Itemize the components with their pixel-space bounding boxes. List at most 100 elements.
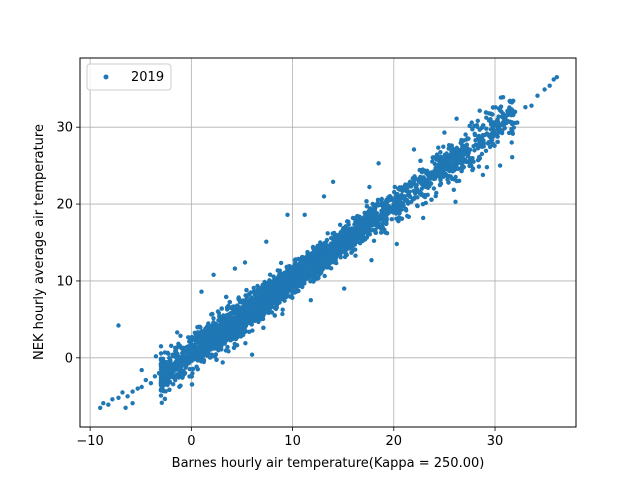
data-point <box>222 335 227 341</box>
data-point <box>510 110 516 115</box>
data-point <box>488 122 494 127</box>
data-point <box>106 402 111 407</box>
data-point <box>266 309 272 314</box>
grid-lines <box>80 58 576 427</box>
data-point <box>424 171 429 176</box>
data-point <box>418 158 423 163</box>
data-point <box>353 215 359 220</box>
data-point <box>273 285 279 290</box>
data-point <box>381 201 386 206</box>
data-point <box>380 221 385 226</box>
data-point <box>179 373 184 378</box>
data-point <box>316 275 321 281</box>
data-point <box>452 164 458 169</box>
data-point <box>244 287 249 293</box>
data-point <box>438 154 443 160</box>
data-point <box>170 369 176 374</box>
data-point <box>205 344 210 349</box>
data-point <box>490 134 496 139</box>
data-point <box>163 375 169 380</box>
data-point <box>303 276 309 282</box>
data-point <box>458 140 463 146</box>
data-point <box>266 286 271 292</box>
data-point <box>158 393 164 398</box>
data-point <box>243 341 248 346</box>
data-point <box>477 144 483 149</box>
data-point <box>391 197 396 202</box>
data-point <box>238 334 244 339</box>
data-point <box>310 256 315 261</box>
data-point <box>316 245 322 251</box>
data-point <box>350 243 356 248</box>
x-tick-label: 10 <box>284 434 301 449</box>
data-point <box>453 174 458 180</box>
data-point <box>337 222 343 227</box>
data-point <box>497 108 503 113</box>
data-point <box>422 194 428 200</box>
data-point <box>274 305 279 310</box>
data-point <box>554 75 559 80</box>
data-point <box>298 266 303 271</box>
data-point <box>202 339 208 344</box>
data-point <box>392 189 397 195</box>
data-point <box>426 174 432 179</box>
data-point <box>470 167 475 173</box>
data-point <box>241 303 246 308</box>
data-point <box>264 299 269 304</box>
data-point <box>258 297 263 302</box>
data-point <box>195 367 200 372</box>
data-point <box>270 280 275 286</box>
data-point <box>341 247 346 253</box>
data-point <box>509 107 514 112</box>
data-point <box>397 187 402 192</box>
data-point <box>475 118 480 124</box>
data-point <box>286 264 291 269</box>
data-point <box>186 360 191 366</box>
data-point <box>445 158 451 163</box>
data-point <box>405 213 410 219</box>
data-point <box>249 303 254 309</box>
data-point <box>348 231 353 236</box>
data-point <box>472 148 477 153</box>
x-tick-label: −10 <box>76 434 103 449</box>
data-point <box>385 199 390 204</box>
data-point <box>254 316 259 321</box>
data-point <box>120 390 125 395</box>
data-point <box>433 193 438 199</box>
data-point <box>169 343 174 348</box>
data-point <box>317 258 323 263</box>
data-point <box>242 260 248 265</box>
data-point <box>463 132 468 137</box>
data-point <box>116 323 121 328</box>
data-point <box>415 177 420 182</box>
data-point <box>167 360 172 365</box>
data-point <box>434 152 440 157</box>
data-point <box>191 357 197 362</box>
data-point <box>355 220 360 226</box>
data-point <box>551 77 556 82</box>
data-point <box>273 300 278 306</box>
data-point <box>437 169 442 174</box>
data-point <box>262 287 268 292</box>
data-point <box>459 151 464 156</box>
data-point <box>158 351 164 356</box>
data-point <box>225 334 230 340</box>
data-point <box>283 278 289 283</box>
data-point <box>411 196 416 202</box>
legend-box <box>86 63 172 91</box>
data-point <box>344 230 349 235</box>
data-point <box>239 312 244 318</box>
data-point <box>219 306 224 311</box>
data-point <box>372 218 377 223</box>
data-point <box>325 259 330 264</box>
data-point <box>471 144 476 149</box>
data-point <box>381 205 386 210</box>
data-point <box>189 352 194 358</box>
data-point <box>508 99 513 105</box>
data-point <box>438 181 444 186</box>
data-point <box>232 341 237 347</box>
legend: 2019 <box>86 63 172 91</box>
data-point <box>438 177 443 183</box>
data-point <box>337 245 342 251</box>
data-point <box>174 356 180 362</box>
